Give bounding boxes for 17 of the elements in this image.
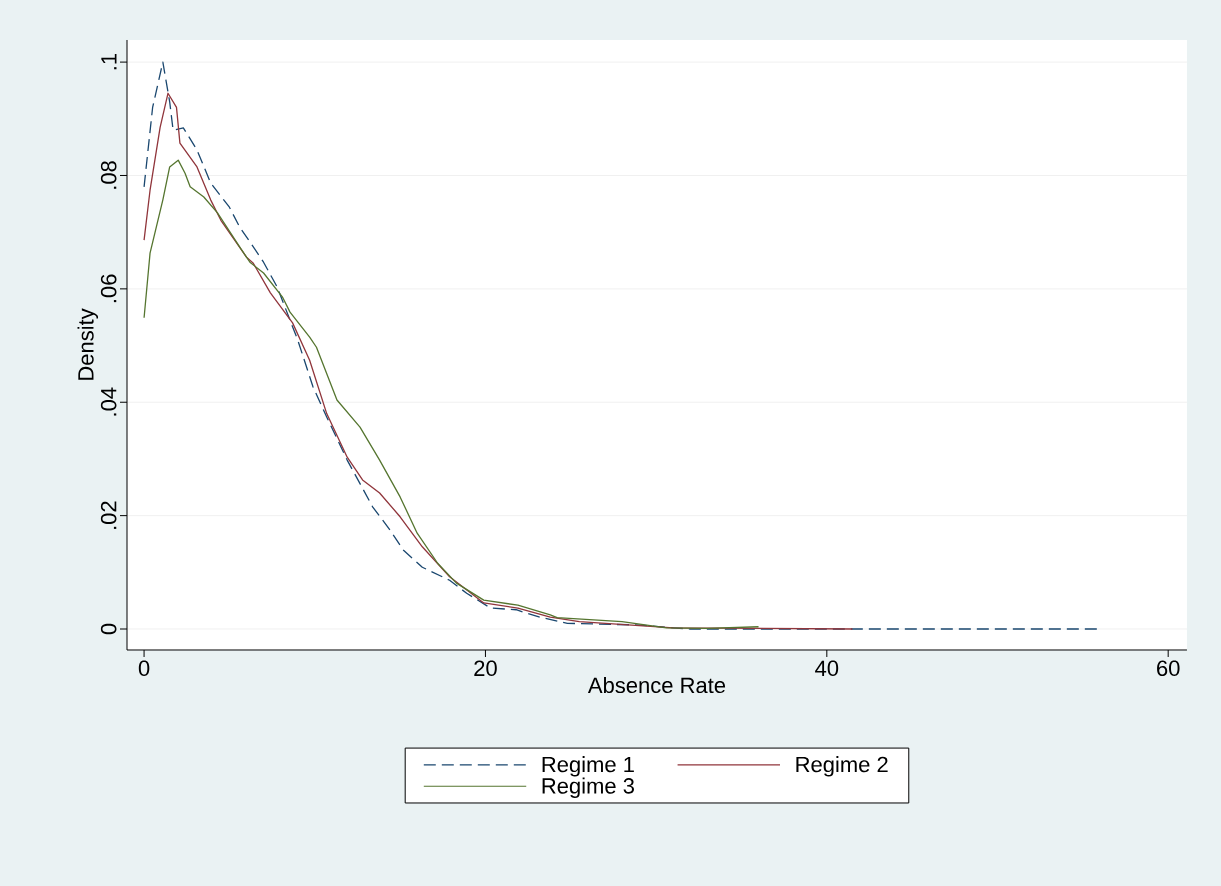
y-tick-label: .04 (100, 387, 117, 416)
y-tick-label: 0 (100, 623, 117, 635)
legend-label: Regime 3 (542, 777, 634, 799)
y-axis-title: Density (77, 308, 99, 380)
legend-label: Regime 2 (796, 756, 888, 777)
y-tick-label: .1 (101, 53, 117, 70)
y-tick-label: .02 (100, 501, 117, 529)
line-series (143, 159, 760, 630)
legend-label: Regime 1 (542, 756, 634, 777)
y-tick-label: .06 (100, 274, 117, 303)
line-series (143, 92, 854, 630)
x-tick-label: 20 (474, 660, 497, 677)
x-tick-label: 40 (815, 660, 839, 677)
x-axis-title: Absence Rate (587, 676, 726, 694)
x-tick-label: 0 (138, 660, 150, 677)
x-tick-label: 60 (1157, 660, 1180, 677)
y-tick-label: .08 (100, 161, 117, 189)
